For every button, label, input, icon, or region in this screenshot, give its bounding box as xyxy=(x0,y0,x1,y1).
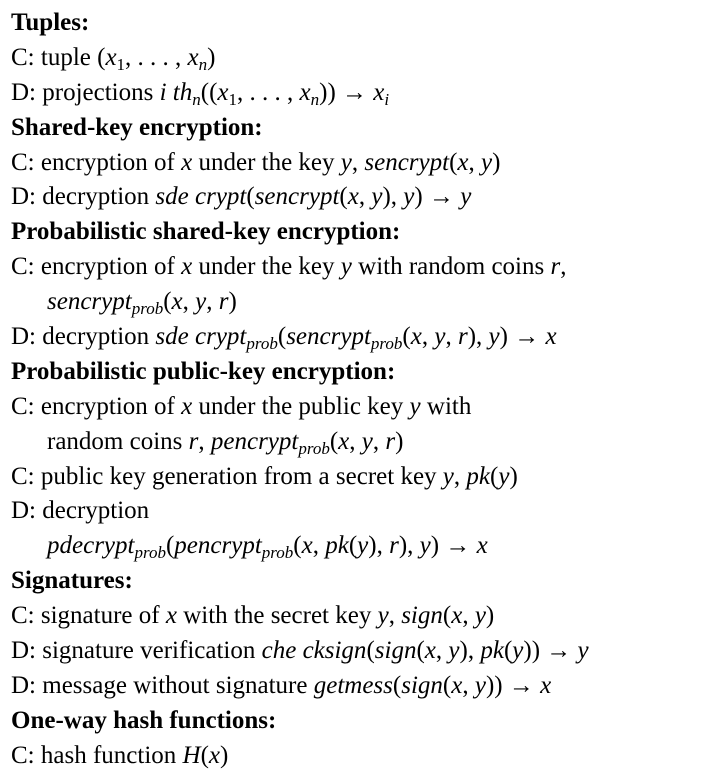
tuples-destructor-line: D: projections i thn((x1, . . . , xn)) →… xyxy=(11,78,390,109)
line-text: C: hash function xyxy=(11,741,183,769)
line-text: D: decryption xyxy=(11,323,156,351)
line-text: C: encryption of xyxy=(11,253,182,281)
line-text: C: public key generation from a secret k… xyxy=(11,462,443,490)
line-text: with xyxy=(420,392,472,420)
section-heading-signatures: Signatures: xyxy=(11,567,133,595)
prob-public-key-destructor-formula: pdecryptprob(pencryptprob(x, pk(y), r), … xyxy=(47,532,488,563)
line-text: C: encryption of xyxy=(11,148,182,176)
line-text: , xyxy=(198,427,211,455)
line-text: , xyxy=(453,462,467,490)
math-var: r xyxy=(550,253,561,281)
section-heading-hash: One-way hash functions: xyxy=(11,706,277,734)
line-text: C: signature of xyxy=(11,602,166,630)
math-var: y xyxy=(377,602,389,630)
line-text: with random coins xyxy=(351,253,551,281)
line-text: D: signature verification xyxy=(11,637,262,665)
line-text: under the key xyxy=(192,253,341,281)
prob-shared-key-constructor-formula: sencryptprob(x, y, r) xyxy=(47,288,237,319)
prob-public-key-destructor-line: D: decryption xyxy=(11,497,150,525)
section-heading-prob-shared-key: Probabilistic shared-key encryption: xyxy=(11,218,401,246)
math-var: y xyxy=(409,392,421,420)
line-text: , xyxy=(351,148,365,176)
section-heading-prob-public-key: Probabilistic public-key encryption: xyxy=(11,357,396,385)
section-heading-shared-key: Shared-key encryption: xyxy=(11,113,263,141)
math-var: x xyxy=(181,253,193,281)
prob-shared-key-destructor-line: D: decryption sde cryptprob(sencryptprob… xyxy=(11,323,557,354)
line-text: C: tuple xyxy=(11,43,98,71)
line-text: with the secret key xyxy=(176,602,378,630)
math-var: y xyxy=(442,462,454,490)
line-text: , xyxy=(388,602,402,630)
public-key-generation-line: C: public key generation from a secret k… xyxy=(11,462,518,490)
section-heading-tuples: Tuples: xyxy=(11,9,90,36)
message-without-signature-line: D: message without signature getmess(sig… xyxy=(11,671,552,699)
document-body: Tuples: C: tuple (x1, . . . , xn) D: pro… xyxy=(11,6,711,774)
signature-verification-line: D: signature verification che cksign(sig… xyxy=(11,637,589,665)
line-text: D: decryption xyxy=(11,183,156,211)
line-text: random coins xyxy=(47,427,189,455)
line-text: under the key xyxy=(192,148,341,176)
line-text: , xyxy=(560,253,567,281)
shared-key-destructor-line: D: decryption sde crypt(sencrypt(x, y), … xyxy=(11,183,472,211)
math-var: y xyxy=(340,253,352,281)
math-var: y xyxy=(340,148,352,176)
line-text: D: projections xyxy=(11,78,160,106)
tuples-constructor-line: C: tuple (x1, . . . , xn) xyxy=(11,43,216,74)
line-text: under the public key xyxy=(192,392,410,420)
shared-key-constructor-line: C: encryption of x under the key y, senc… xyxy=(11,148,501,176)
hash-constructor-line: C: hash function H(x) xyxy=(11,741,229,769)
line-text: D: message without signature xyxy=(11,671,314,699)
line-text: C: encryption of xyxy=(11,392,182,420)
prob-shared-key-constructor-line: C: encryption of x under the key y with … xyxy=(11,250,711,285)
signature-constructor-line: C: signature of x with the secret key y,… xyxy=(11,602,495,630)
math-var: x xyxy=(165,602,177,630)
prob-public-key-constructor-formula: random coins r, pencryptprob(x, y, r) xyxy=(47,427,404,458)
prob-public-key-constructor-line: C: encryption of x under the public key … xyxy=(11,390,711,425)
math-var: r xyxy=(188,427,199,455)
math-var: x xyxy=(181,148,193,176)
math-var: x xyxy=(181,392,193,420)
